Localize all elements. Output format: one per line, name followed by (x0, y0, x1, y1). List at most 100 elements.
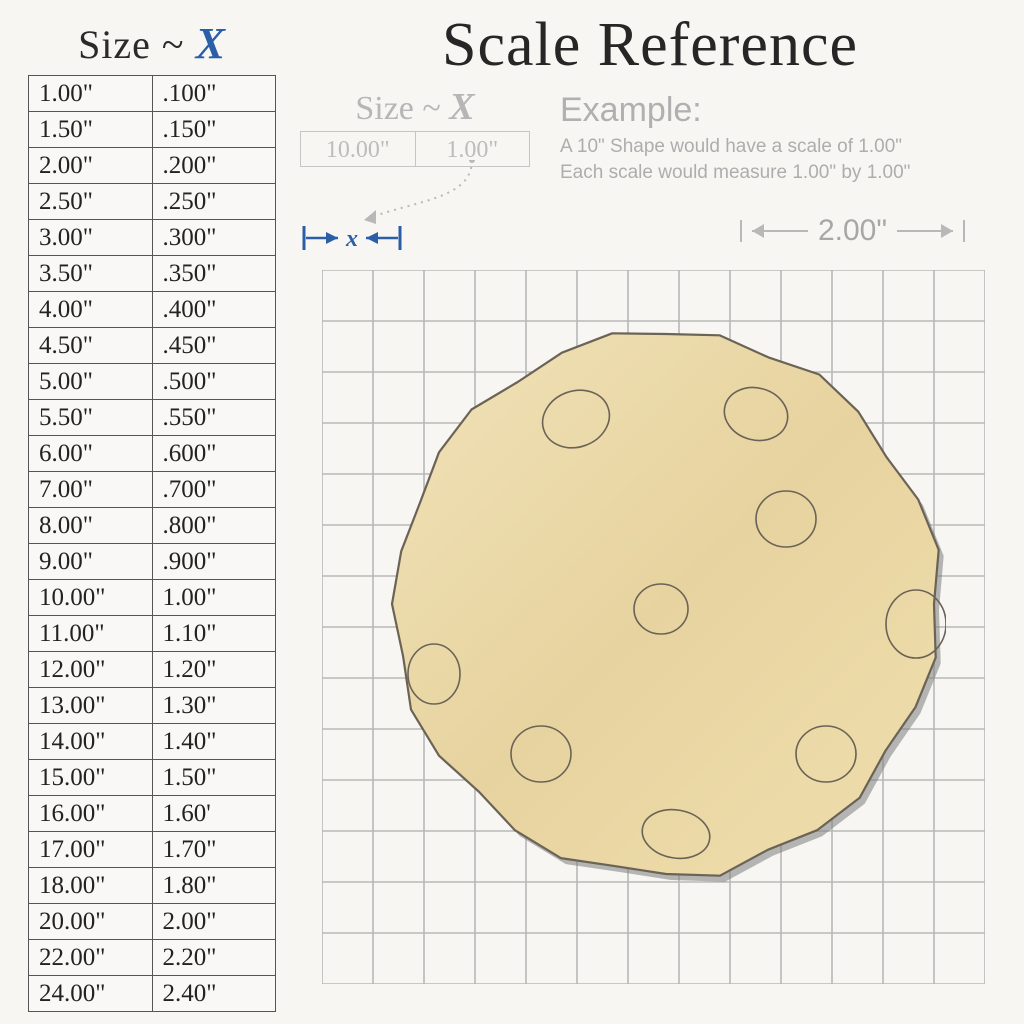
size-cell: 11.00" (29, 616, 153, 652)
table-row: 24.00"2.40" (29, 976, 276, 1012)
sidebar-title-x: X (196, 19, 226, 68)
size-cell: 12.00" (29, 652, 153, 688)
size-cell: 10.00" (29, 580, 153, 616)
size-cell: 5.50" (29, 400, 153, 436)
size-cell: 17.00" (29, 832, 153, 868)
table-row: 4.50".450" (29, 328, 276, 364)
example-size-x: X (449, 86, 474, 128)
scale-cell: 1.00" (152, 580, 276, 616)
dimension-label: 2.00" (818, 214, 887, 248)
scale-cell: 2.00" (152, 904, 276, 940)
scale-cell: .450" (152, 328, 276, 364)
example-line-2: Each scale would measure 1.00" by 1.00" (560, 160, 1000, 186)
scale-cell: 1.20" (152, 652, 276, 688)
tick-left (740, 220, 742, 242)
table-row: 4.00".400" (29, 292, 276, 328)
size-cell: 8.00" (29, 508, 153, 544)
size-cell: 22.00" (29, 940, 153, 976)
size-cell: 24.00" (29, 976, 153, 1012)
size-table: 1.00".100"1.50".150"2.00".200"2.50".250"… (28, 75, 276, 1012)
scale-cell: 1.30" (152, 688, 276, 724)
table-row: 9.00".900" (29, 544, 276, 580)
size-cell: 3.50" (29, 256, 153, 292)
size-cell: 13.00" (29, 688, 153, 724)
size-cell: 5.00" (29, 364, 153, 400)
scale-cell: .400" (152, 292, 276, 328)
table-row: 11.00"1.10" (29, 616, 276, 652)
table-row: 1.50".150" (29, 112, 276, 148)
scale-cell: .700" (152, 472, 276, 508)
scale-cell: .150" (152, 112, 276, 148)
page-title: Scale Reference (300, 10, 1000, 81)
example-line-1: A 10" Shape would have a scale of 1.00" (560, 134, 1000, 160)
size-cell: 2.50" (29, 184, 153, 220)
scale-cell: 1.60' (152, 796, 276, 832)
table-row: 22.00"2.20" (29, 940, 276, 976)
size-cell: 2.00" (29, 148, 153, 184)
example-sizex: Size ~ X (300, 85, 530, 129)
size-cell: 20.00" (29, 904, 153, 940)
sidebar-title-prefix: Size ~ (78, 22, 196, 67)
scale-cell: .200" (152, 148, 276, 184)
scale-cell: 1.40" (152, 724, 276, 760)
scale-cell: 1.50" (152, 760, 276, 796)
scale-cell: 2.20" (152, 940, 276, 976)
table-row: 2.50".250" (29, 184, 276, 220)
table-row: 6.00".600" (29, 436, 276, 472)
page: Size ~ X 1.00".100"1.50".150"2.00".200"2… (0, 0, 1024, 1024)
table-row: 14.00"1.40" (29, 724, 276, 760)
arrow-in-left (752, 230, 808, 232)
example-right: Example: A 10" Shape would have a scale … (560, 85, 1000, 185)
size-cell: 3.00" (29, 220, 153, 256)
table-row: 20.00"2.00" (29, 904, 276, 940)
sidebar-title: Size ~ X (28, 18, 276, 75)
scale-cell: .900" (152, 544, 276, 580)
tick-right (963, 220, 965, 242)
size-cell: 1.00" (29, 76, 153, 112)
scale-cell: .500" (152, 364, 276, 400)
main-panel: Scale Reference Size ~ X 10.00" 1.00" Ex… (300, 10, 1000, 1010)
table-row: 15.00"1.50" (29, 760, 276, 796)
table-row: 5.00".500" (29, 364, 276, 400)
scale-cell: .550" (152, 400, 276, 436)
table-row: 3.50".350" (29, 256, 276, 292)
scale-cell: .250" (152, 184, 276, 220)
table-row: 3.00".300" (29, 220, 276, 256)
table-row: 7.00".700" (29, 472, 276, 508)
scale-cell: .350" (152, 256, 276, 292)
scale-cell: 2.40" (152, 976, 276, 1012)
example-header: Example: (560, 91, 1000, 130)
sidebar: Size ~ X 1.00".100"1.50".150"2.00".200"2… (28, 18, 276, 1012)
scale-cell: .300" (152, 220, 276, 256)
size-cell: 14.00" (29, 724, 153, 760)
table-row: 18.00"1.80" (29, 868, 276, 904)
arrow-in-right (897, 230, 953, 232)
scale-cell: .800" (152, 508, 276, 544)
scale-cell: 1.10" (152, 616, 276, 652)
size-cell: 16.00" (29, 796, 153, 832)
size-cell: 4.50" (29, 328, 153, 364)
table-row: 5.50".550" (29, 400, 276, 436)
table-row: 2.00".200" (29, 148, 276, 184)
table-row: 13.00"1.30" (29, 688, 276, 724)
example-left: Size ~ X 10.00" 1.00" (300, 85, 530, 167)
x-ruler-label: x (345, 226, 358, 252)
scale-cell: .100" (152, 76, 276, 112)
table-row: 16.00"1.60' (29, 796, 276, 832)
grid-wrap: 2.00" (322, 270, 985, 984)
size-cell: 7.00" (29, 472, 153, 508)
scale-cell: .600" (152, 436, 276, 472)
size-cell: 18.00" (29, 868, 153, 904)
scale-cell: 1.70" (152, 832, 276, 868)
size-cell: 4.00" (29, 292, 153, 328)
table-row: 17.00"1.70" (29, 832, 276, 868)
example-size-prefix: Size ~ (355, 90, 449, 127)
size-cell: 15.00" (29, 760, 153, 796)
table-row: 12.00"1.20" (29, 652, 276, 688)
table-row: 10.00"1.00" (29, 580, 276, 616)
x-ruler-icon: x (294, 160, 594, 280)
scale-cell: 1.80" (152, 868, 276, 904)
size-cell: 9.00" (29, 544, 153, 580)
table-row: 8.00".800" (29, 508, 276, 544)
dimension-label-group: 2.00" (740, 214, 965, 248)
